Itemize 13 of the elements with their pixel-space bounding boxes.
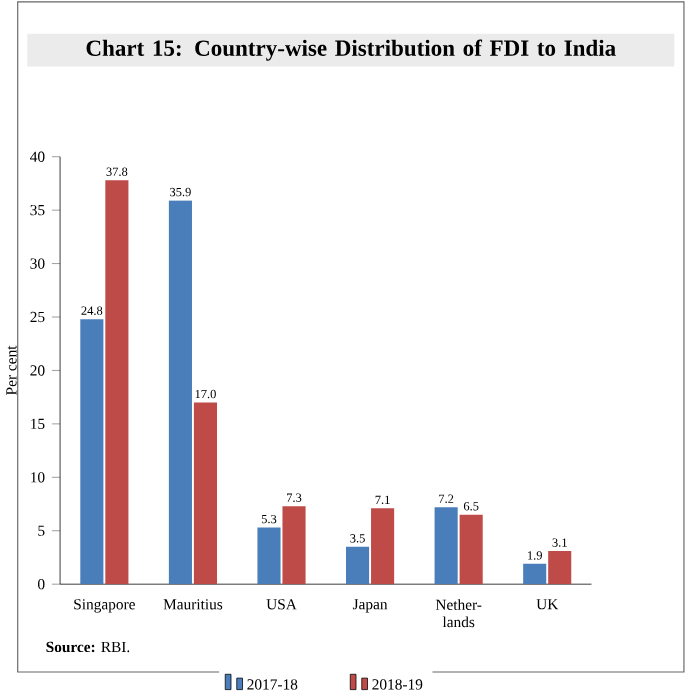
bar — [105, 180, 129, 585]
bar — [523, 563, 547, 585]
bar — [548, 551, 572, 585]
bar — [346, 546, 370, 585]
bar — [257, 527, 281, 585]
bar — [434, 507, 458, 585]
bar — [193, 402, 218, 585]
bar — [371, 508, 395, 585]
bar — [282, 506, 306, 585]
bar — [80, 319, 104, 585]
bar — [459, 514, 483, 585]
chart-title: Chart 15: Country-wise Distribution of FDI to India — [86, 39, 616, 61]
bar — [168, 200, 193, 585]
